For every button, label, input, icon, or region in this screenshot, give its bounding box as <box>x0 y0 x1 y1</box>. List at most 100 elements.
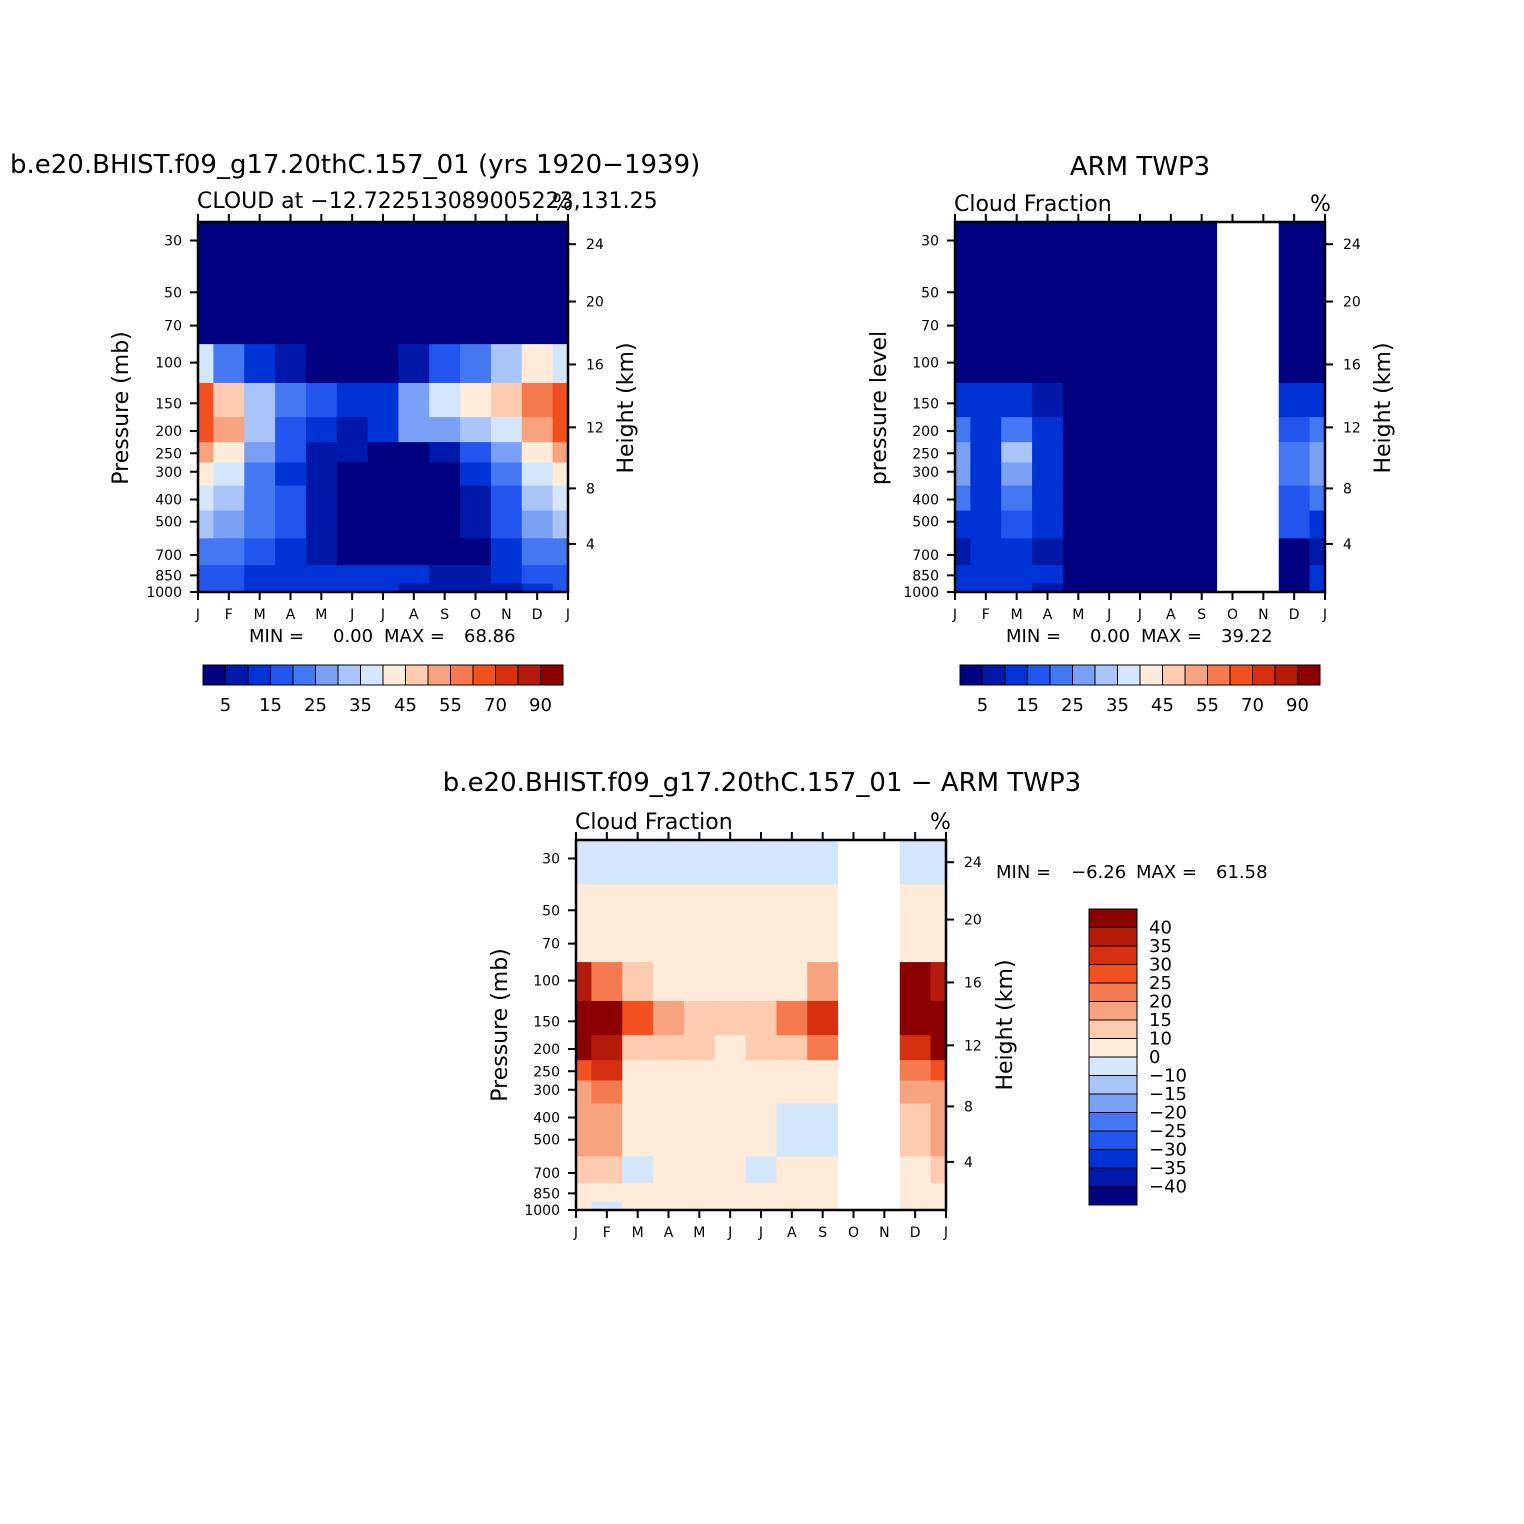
heatmap-cell <box>776 1156 808 1184</box>
heatmap-cell <box>213 344 245 384</box>
heatmap-cell <box>305 222 338 267</box>
colorbar-label: 70 <box>484 695 507 716</box>
heatmap-cell <box>653 926 685 963</box>
y2-tick-label: 24 <box>1343 237 1361 253</box>
heatmap-cell <box>591 1060 623 1081</box>
heatmap-cell <box>1278 583 1311 593</box>
colorbar-box <box>405 664 429 686</box>
heatmap-cell <box>1062 462 1095 487</box>
colorbar-box <box>202 664 226 686</box>
heatmap-cell <box>1062 308 1095 345</box>
heatmap-cell <box>807 884 839 928</box>
heatmap-cell <box>1186 565 1218 585</box>
heatmap-cell <box>1186 462 1218 487</box>
panel-diff-left-string: Cloud Fraction <box>575 810 733 835</box>
heatmap-cell <box>1247 583 1280 593</box>
heatmap-cell <box>1032 442 1064 463</box>
heatmap-cell <box>1217 510 1249 539</box>
heatmap-cell <box>1309 583 1326 593</box>
heatmap-cell <box>490 442 523 463</box>
x-tick-label: M <box>1072 607 1084 623</box>
colorbar-box <box>1049 664 1073 686</box>
heatmap-cell <box>591 926 623 963</box>
y-tick-label: 70 <box>542 937 560 953</box>
y-tick-label: 200 <box>533 1042 560 1058</box>
heatmap-cell <box>776 926 808 963</box>
heatmap-cell <box>275 462 307 487</box>
heatmap-cell <box>521 565 554 585</box>
heatmap-cell <box>622 926 654 963</box>
x-tick-label: J <box>565 607 570 623</box>
heatmap-cell <box>367 462 399 487</box>
y-tick-label: 250 <box>155 446 182 462</box>
heatmap-cell <box>198 510 214 539</box>
y2-tick-label: 12 <box>964 1038 982 1054</box>
heatmap-cell <box>1309 344 1326 384</box>
heatmap-cell <box>1217 417 1249 443</box>
colorbar-label: −20 <box>1149 1103 1187 1124</box>
heatmap-cell <box>1278 538 1311 566</box>
heatmap-cell <box>591 962 623 1002</box>
colorbar-label: 35 <box>1106 695 1129 716</box>
heatmap-cell <box>198 308 214 345</box>
y-tick-label: 30 <box>542 852 560 868</box>
colorbar-label: −35 <box>1149 1158 1187 1179</box>
stat-max-label: MAX = <box>1136 862 1197 883</box>
heatmap-cell <box>653 1000 685 1036</box>
x-tick-label: M <box>1011 607 1023 623</box>
colorbar-box <box>1088 927 1138 947</box>
heatmap-cell <box>714 1035 747 1061</box>
y-tick-label: 100 <box>912 356 939 372</box>
colorbar-box <box>1088 964 1138 984</box>
heatmap-cell <box>1247 222 1280 267</box>
heatmap-cell <box>305 382 338 418</box>
colorbar-label: 15 <box>1149 1010 1172 1031</box>
x-tick-label: J <box>573 1225 578 1241</box>
x-tick-label: A <box>409 607 419 623</box>
heatmap-cell <box>576 1103 592 1130</box>
heatmap-cell <box>275 485 307 512</box>
heatmap-cell <box>1247 462 1280 487</box>
heatmap-cell <box>1032 344 1064 384</box>
heatmap-cell <box>367 442 399 463</box>
heatmap-cell <box>868 1156 901 1184</box>
y2-tick-label: 20 <box>586 295 604 311</box>
y-tick-label: 300 <box>912 465 939 481</box>
y-tick-label: 300 <box>155 465 182 481</box>
heatmap-cell <box>622 1000 654 1036</box>
x-tick-label: D <box>532 607 543 623</box>
stat-min-value: −6.26 <box>1071 862 1126 883</box>
heatmap-cell <box>1093 222 1126 267</box>
x-tick-label: D <box>910 1225 921 1241</box>
heatmap-cell <box>1186 222 1218 267</box>
y2-tick-label: 8 <box>964 1099 973 1115</box>
heatmap-cell <box>838 840 870 885</box>
heatmap-cell <box>460 417 492 443</box>
x-tick-label: A <box>787 1225 797 1241</box>
y-tick-label: 850 <box>912 568 939 584</box>
colorbar-box <box>292 664 316 686</box>
heatmap-cell <box>336 308 369 345</box>
panel-diff: b.e20.BHIST.f09_g17.20thC.157_01 − ARM T… <box>443 768 1268 1241</box>
panel-model-y2label: Height (km) <box>614 342 639 473</box>
heatmap-cell <box>653 962 685 1002</box>
heatmap-cell <box>490 266 523 310</box>
heatmap-cell <box>868 926 901 963</box>
heatmap-cell <box>1093 442 1126 463</box>
plot-area-diff: J F M A M J J A S O N D J 30 50 70 100 150 200 250 300 400 500… <box>524 832 982 1241</box>
x-tick-label: J <box>195 607 200 623</box>
heatmap-cell <box>336 510 369 539</box>
panel-model-units: % <box>552 191 573 216</box>
heatmap-cell <box>807 1183 839 1203</box>
heatmap-cell <box>683 1156 716 1184</box>
panel-obs: ARM TWP3 Cloud Fraction % J F M A M J J A S O N D J 3… <box>867 152 1396 716</box>
heatmap-cell <box>899 1128 932 1157</box>
heatmap-cell <box>622 1183 654 1203</box>
panel-diff-ylabel: Pressure (mb) <box>488 948 513 1102</box>
heatmap-cell <box>244 344 276 384</box>
heatmap-cell <box>398 442 430 463</box>
y-tick-label: 1000 <box>524 1203 560 1219</box>
colorbar-box <box>1297 664 1321 686</box>
heatmap-cell <box>1032 565 1064 585</box>
